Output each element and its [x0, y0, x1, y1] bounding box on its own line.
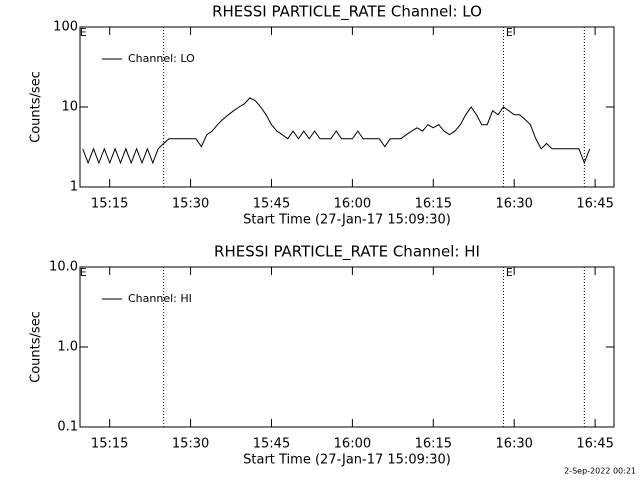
- y-axis-label: Counts/sec: [29, 311, 44, 383]
- x-tick-label: 16:45: [576, 437, 613, 452]
- x-tick-label: 16:15: [415, 437, 452, 452]
- x-tick-label: 16:00: [334, 197, 371, 212]
- x-tick-label: 16:45: [576, 197, 613, 212]
- y-tick-label: 10: [61, 100, 78, 115]
- x-tick-label: 15:45: [253, 197, 290, 212]
- data-line: [82, 97, 591, 165]
- y-tick-label: 0.1: [57, 420, 78, 435]
- annotation: E: [506, 26, 513, 39]
- y-axis-label: Counts/sec: [29, 71, 44, 143]
- legend-label: Channel: LO: [128, 52, 195, 65]
- chart-title: RHESSI PARTICLE_RATE Channel: LO: [212, 3, 482, 22]
- annotation: E: [80, 26, 87, 39]
- chart-title: RHESSI PARTICLE_RATE Channel: HI: [214, 243, 480, 262]
- x-tick-label: 15:15: [91, 197, 128, 212]
- x-tick-label: 15:45: [253, 437, 290, 452]
- x-tick-label: 15:15: [91, 437, 128, 452]
- x-axis-label: Start Time (27-Jan-17 15:09:30): [243, 213, 451, 228]
- x-axis-label: Start Time (27-Jan-17 15:09:30): [243, 453, 451, 468]
- footer: 2-Sep-2022 00:21: [564, 467, 636, 476]
- plot-frame: [79, 266, 615, 428]
- y-tick-label: 100: [53, 20, 78, 35]
- legend-label: Channel: HI: [128, 292, 192, 305]
- y-tick-label: 1.0: [57, 340, 78, 355]
- x-tick-label: 16:30: [495, 437, 532, 452]
- y-tick-label: 1: [70, 180, 78, 195]
- y-tick-label: 10.0: [49, 260, 78, 275]
- x-tick-label: 16:30: [495, 197, 532, 212]
- plot-frame: [79, 26, 615, 188]
- x-tick-label: 16:00: [334, 437, 371, 452]
- annotation: E: [80, 266, 87, 279]
- x-tick-label: 16:15: [415, 197, 452, 212]
- annotation: E: [506, 266, 513, 279]
- x-tick-label: 15:30: [172, 437, 209, 452]
- x-tick-label: 15:30: [172, 197, 209, 212]
